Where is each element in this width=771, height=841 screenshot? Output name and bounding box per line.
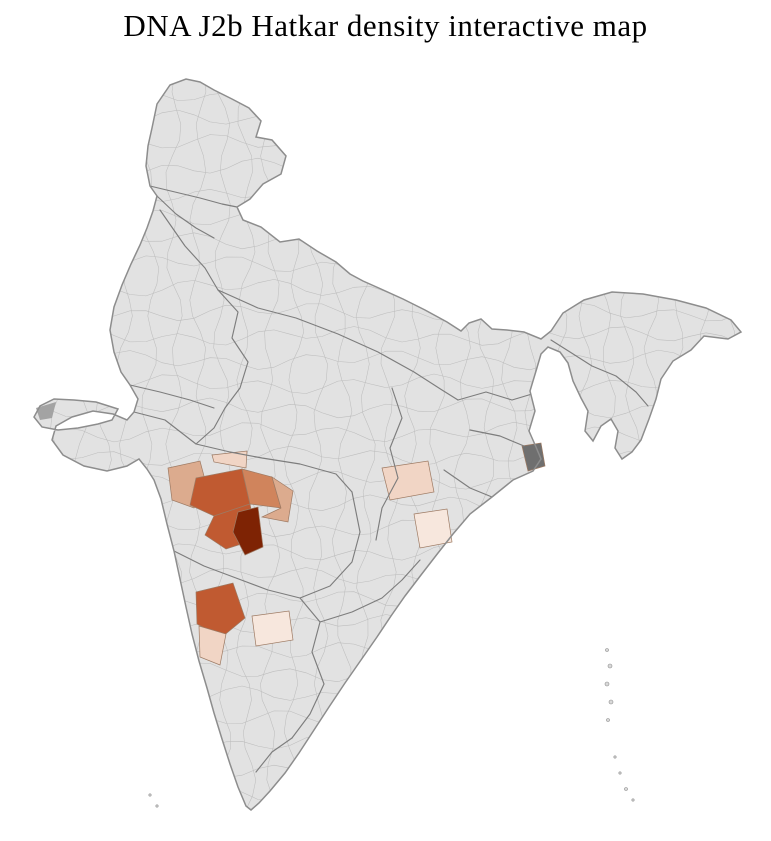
district-density-darkest[interactable] <box>232 506 264 556</box>
district-density-faint-east-a[interactable] <box>381 460 435 501</box>
district-density-faint-c[interactable] <box>251 610 294 647</box>
island-chains <box>148 648 635 808</box>
district-density-faint-b[interactable] <box>198 625 227 666</box>
density-highlights <box>167 442 546 666</box>
district-density-high-c[interactable] <box>195 582 246 638</box>
page-title: DNA J2b Hatkar density interactive map <box>123 8 648 43</box>
kutch-marsh-patch <box>36 402 56 420</box>
india-landmass <box>34 79 741 810</box>
country-outline <box>33 78 743 811</box>
state-boundaries <box>129 185 649 773</box>
district-density-faint-east-b[interactable] <box>413 508 453 549</box>
district-density-faint-top[interactable] <box>211 450 248 469</box>
district-density-low-b[interactable] <box>260 476 294 523</box>
